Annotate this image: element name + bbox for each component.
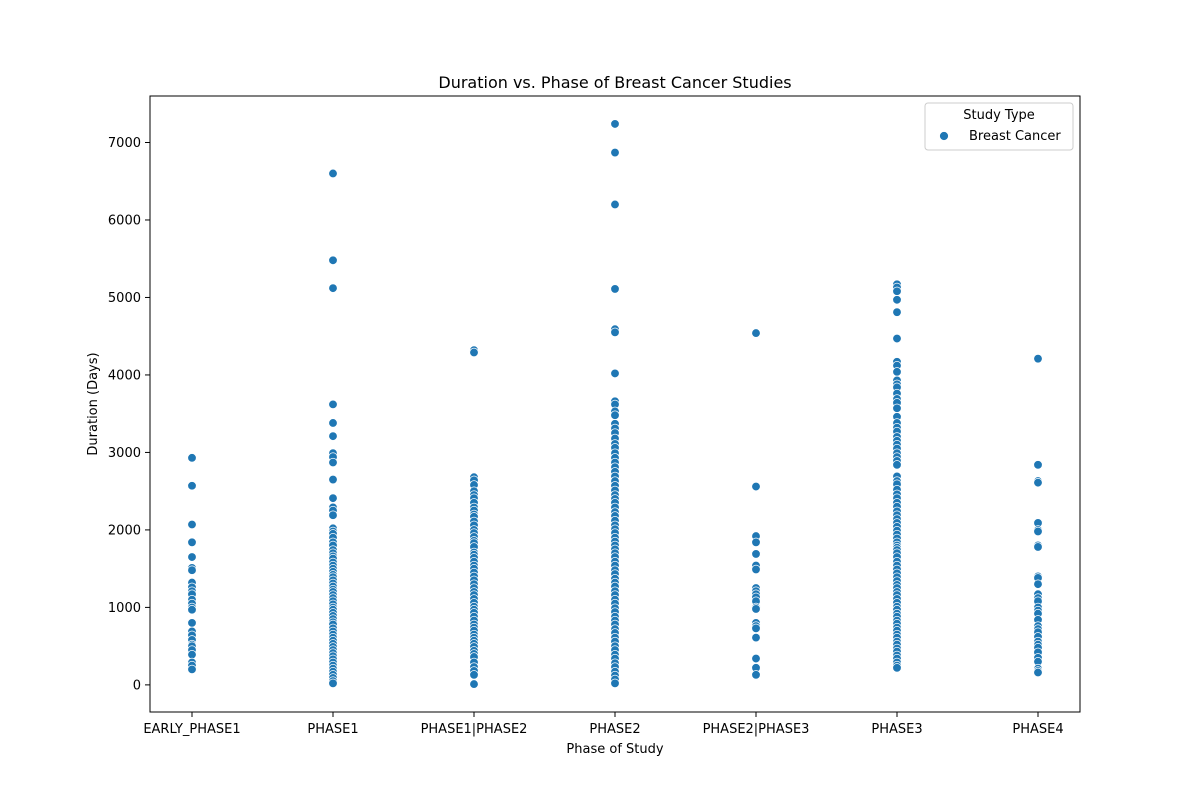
y-axis-label: Duration (Days) (86, 352, 101, 455)
x-tick-label-phase1: PHASE1 (307, 722, 358, 737)
data-point-phase1-2 (328, 283, 338, 293)
data-point-phase3-27 (892, 460, 902, 470)
data-point-phase3-5 (892, 333, 902, 344)
data-point-phase2-phase3-6 (751, 564, 761, 575)
data-point-phase2-71 (610, 678, 620, 689)
data-point-early-phase1-3 (187, 537, 197, 547)
data-point-early-phase1-4 (187, 552, 197, 562)
y-tick-label-4000: 4000 (108, 368, 141, 383)
data-point-phase1-3 (328, 399, 338, 410)
x-tick-label-phase4: PHASE4 (1012, 722, 1063, 737)
legend: Study Type Breast Cancer (924, 102, 1074, 151)
data-point-phase2-0 (610, 119, 620, 129)
data-point-early-phase1-1 (187, 481, 197, 491)
data-point-phase2-phase3-4 (751, 549, 761, 559)
data-point-phase1-9 (328, 474, 338, 485)
data-point-early-phase1-6 (187, 565, 197, 575)
data-point-early-phase1-2 (187, 519, 197, 530)
x-axis: EARLY_PHASE1 PHASE1 PHASE1|PHASE2 PHASE2 PHA… (143, 712, 1064, 737)
data-point-phase2-phase3-13 (751, 604, 761, 614)
y-axis: 0 1000 2000 3000 4000 5000 6000 7000 (108, 136, 150, 693)
data-point-phase2-phase3-1 (751, 481, 761, 492)
chart-title: Duration vs. Phase of Breast Cancer Stud… (438, 73, 791, 92)
y-tick-label-2000: 2000 (108, 523, 141, 538)
data-point-phase1-10 (328, 493, 338, 503)
data-point-phase3-15 (892, 403, 902, 413)
data-point-phase4-0 (1033, 353, 1043, 364)
data-point-phase1-phase2-55 (469, 670, 479, 680)
data-point-phase2-phase3-18 (751, 653, 761, 664)
y-tick-label-6000: 6000 (108, 213, 141, 228)
data-point-phase3-80 (892, 663, 902, 673)
data-point-early-phase1-25 (187, 664, 197, 675)
x-tick-label-phase3: PHASE3 (871, 722, 922, 737)
y-tick-label-5000: 5000 (108, 291, 141, 306)
data-point-phase3-3 (892, 295, 902, 305)
data-point-phase1-4 (328, 418, 338, 428)
data-point-phase1-13 (328, 510, 338, 520)
data-point-phase4-8 (1033, 542, 1043, 552)
legend-box (924, 102, 1074, 151)
data-point-phase2-6 (610, 368, 620, 379)
x-tick-label-early-phase1: EARLY_PHASE1 (143, 722, 240, 737)
legend-label-breast-cancer: Breast Cancer (969, 129, 1061, 144)
data-point-phase3-4 (892, 307, 902, 317)
y-tick-label-3000: 3000 (108, 446, 141, 461)
data-point-phase2-phase3-3 (751, 537, 761, 547)
data-point-early-phase1-14 (187, 605, 197, 615)
data-points (187, 119, 1043, 689)
data-point-phase2-10 (610, 410, 620, 420)
data-point-phase1-1 (328, 255, 338, 265)
data-point-phase1-8 (328, 457, 338, 468)
x-tick-label-phase1-phase2: PHASE1|PHASE2 (421, 722, 528, 737)
data-point-early-phase1-15 (187, 618, 197, 628)
data-point-early-phase1-0 (187, 453, 197, 463)
data-point-phase2-phase3-16 (751, 623, 761, 633)
data-point-phase1-phase2-1 (469, 347, 479, 358)
y-tick-label-1000: 1000 (108, 601, 141, 616)
data-point-phase2-3 (610, 284, 620, 294)
y-tick-label-0: 0 (133, 678, 141, 693)
data-point-phase4-11 (1033, 579, 1043, 589)
data-point-phase1-5 (328, 431, 338, 441)
data-point-phase4-1 (1033, 460, 1043, 470)
data-point-phase2-1 (610, 147, 620, 158)
data-point-phase2-phase3-0 (751, 328, 761, 338)
data-point-phase1-64 (328, 678, 338, 689)
data-point-phase1-0 (328, 168, 338, 179)
y-tick-label-7000: 7000 (108, 136, 141, 151)
legend-marker-breast-cancer (939, 131, 949, 141)
plot-area (149, 95, 1081, 713)
data-point-phase3-2 (892, 286, 902, 296)
data-point-phase2-phase3-17 (751, 632, 761, 643)
data-point-phase2-phase3-20 (751, 670, 761, 680)
data-point-phase2-2 (610, 199, 620, 210)
data-point-phase4-6 (1033, 526, 1043, 537)
data-point-phase1-phase2-56 (469, 679, 479, 689)
x-axis-label: Phase of Study (566, 742, 663, 757)
data-point-phase4-31 (1033, 667, 1043, 678)
x-tick-label-phase2-phase3: PHASE2|PHASE3 (703, 722, 810, 737)
x-tick-label-phase2: PHASE2 (589, 722, 640, 737)
data-point-early-phase1-22 (187, 649, 197, 660)
legend-title: Study Type (963, 108, 1035, 123)
data-point-phase4-3 (1033, 477, 1043, 488)
data-point-phase3-8 (892, 367, 902, 377)
data-point-phase2-5 (610, 327, 620, 338)
